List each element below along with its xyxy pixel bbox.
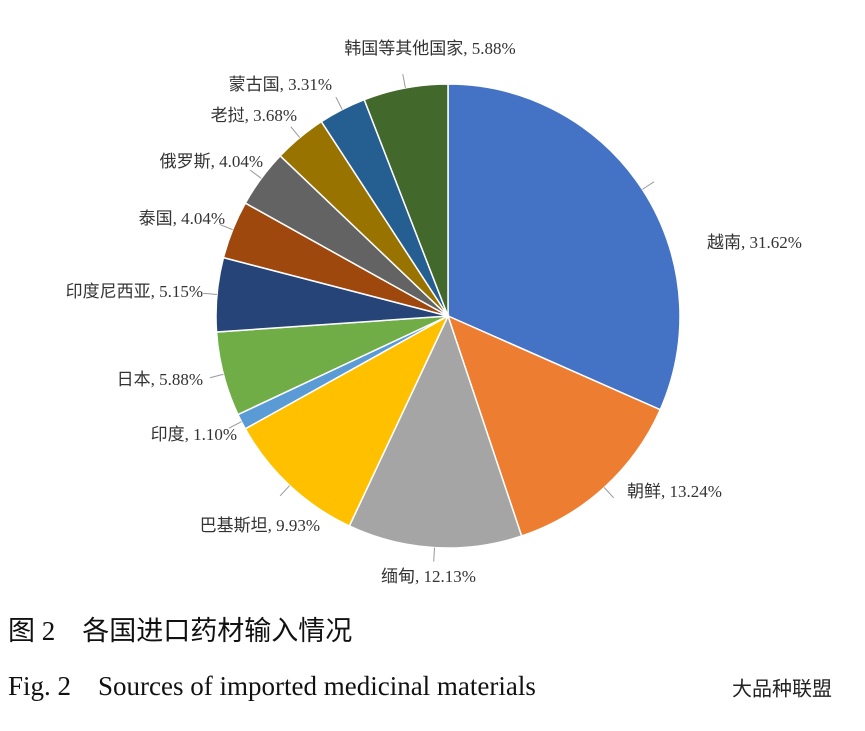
data-label: 泰国, 4.04%: [139, 209, 225, 228]
label-category: 缅甸: [381, 567, 415, 586]
label-category: 巴基斯坦: [200, 516, 268, 535]
label-category: 老挝: [211, 106, 245, 125]
leader-line: [335, 96, 343, 110]
label-value: , 31.62%: [741, 233, 802, 252]
leader-line: [290, 126, 301, 138]
label-value: , 13.24%: [661, 482, 722, 501]
leader-line: [209, 373, 224, 379]
data-label: 日本, 5.88%: [117, 370, 203, 389]
label-value: , 5.15%: [151, 282, 203, 301]
caption-en: Fig. 2 Sources of imported medicinal mat…: [8, 671, 536, 701]
data-label: 韩国等其他国家, 5.88%: [344, 39, 515, 58]
label-category: 俄罗斯: [160, 152, 211, 171]
leader-line: [642, 181, 655, 190]
data-label: 蒙古国, 3.31%: [229, 75, 332, 94]
leader-line: [249, 169, 262, 179]
label-value: , 5.88%: [151, 370, 203, 389]
data-label: 俄罗斯, 4.04%: [160, 152, 263, 171]
label-value: , 3.31%: [280, 75, 332, 94]
leader-line: [203, 292, 218, 296]
data-label: 缅甸, 12.13%: [381, 567, 476, 586]
label-category: 泰国: [139, 209, 173, 228]
label-value: , 12.13%: [415, 567, 476, 586]
label-value: , 5.88%: [463, 39, 515, 58]
data-label: 印度, 1.10%: [151, 425, 237, 444]
leader-line: [219, 223, 233, 231]
leader-line: [279, 485, 291, 497]
label-category: 韩国等其他国家: [344, 39, 463, 58]
label-value: , 9.93%: [268, 516, 320, 535]
leader-line: [433, 547, 436, 562]
label-value: , 4.04%: [173, 209, 225, 228]
data-label: 老挝, 3.68%: [211, 106, 297, 125]
data-label: 巴基斯坦, 9.93%: [200, 516, 320, 535]
label-category: 印度: [151, 425, 185, 444]
label-category: 朝鲜: [627, 482, 661, 501]
pie-slice: [446, 314, 662, 537]
leader-line: [228, 421, 242, 429]
label-category: 越南: [707, 233, 741, 252]
pie-slice: [447, 83, 681, 411]
leader-line: [603, 487, 615, 499]
label-value: , 1.10%: [185, 425, 237, 444]
caption-cn: 图 2 各国进口药材输入情况: [8, 616, 352, 646]
leader-line: [402, 74, 406, 89]
data-label: 朝鲜, 13.24%: [627, 482, 722, 501]
label-category: 蒙古国: [229, 75, 280, 94]
watermark: 大品种联盟: [732, 677, 832, 701]
label-value: , 3.68%: [245, 106, 297, 125]
data-label: 印度尼西亚, 5.15%: [66, 282, 203, 301]
label-value: , 4.04%: [211, 152, 263, 171]
label-category: 日本: [117, 370, 151, 389]
label-category: 印度尼西亚: [66, 282, 151, 301]
pie-slice: [363, 83, 449, 317]
data-label: 越南, 31.62%: [707, 233, 802, 252]
